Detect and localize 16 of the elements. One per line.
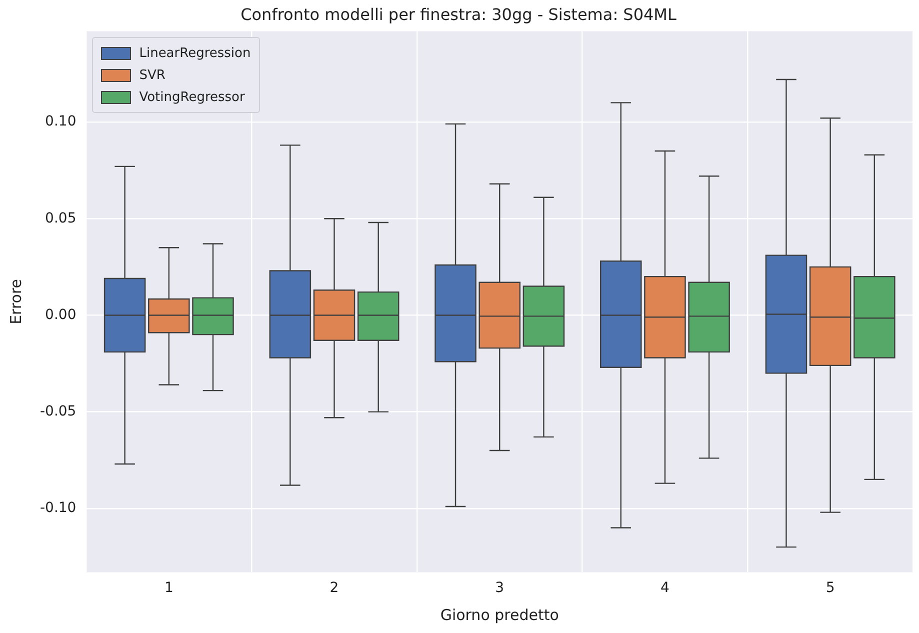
y-tick-label: -0.10 (40, 500, 76, 516)
y-tick-label: -0.05 (40, 403, 76, 420)
y-tick-label: 0.05 (45, 210, 76, 226)
y-tick-label: 0.00 (45, 306, 76, 323)
y-tick-label: 0.10 (45, 114, 76, 130)
legend-label: VotingRegressor (139, 90, 245, 105)
y-axis-title: Errore (6, 278, 25, 324)
chart-title: Confronto modelli per finestra: 30gg - Sistema: S04ML (240, 4, 676, 24)
x-tick-label: 5 (826, 580, 835, 596)
legend-label: LinearRegression (139, 46, 251, 61)
legend-label: SVR (139, 68, 166, 83)
x-tick-label: 1 (164, 580, 174, 596)
x-axis-title: Giorno predetto (440, 606, 559, 624)
x-tick-label: 4 (660, 580, 670, 596)
x-tick-label: 3 (495, 580, 504, 596)
x-tick-label: 2 (330, 580, 339, 596)
